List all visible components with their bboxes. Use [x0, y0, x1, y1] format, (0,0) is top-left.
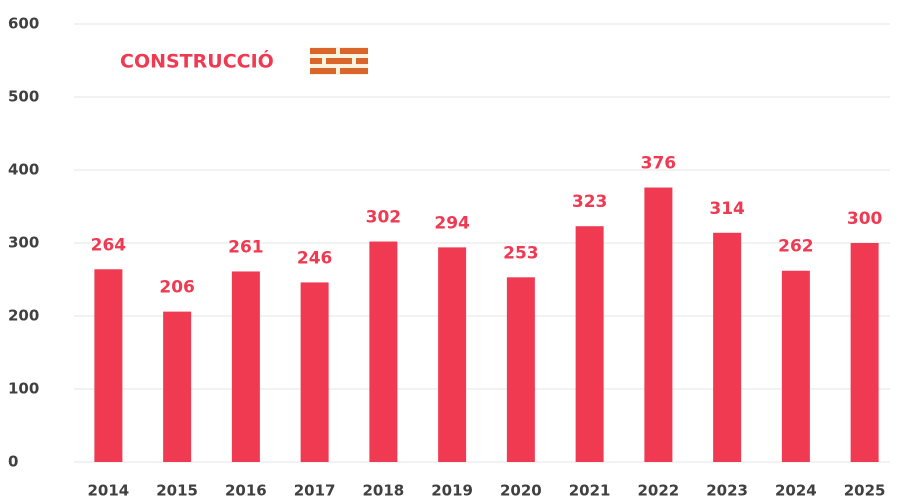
data-label: 302 — [366, 208, 402, 228]
data-label: 246 — [297, 248, 333, 268]
y-tick-label: 0 — [8, 453, 18, 471]
x-tick-label: 2025 — [844, 482, 886, 499]
y-tick-label: 500 — [8, 88, 39, 106]
brick-icon — [310, 47, 368, 75]
bar — [850, 243, 879, 462]
x-tick-label: 2019 — [431, 482, 473, 499]
bar — [575, 226, 604, 462]
x-tick-label: 2022 — [638, 482, 680, 499]
data-label: 294 — [434, 213, 470, 233]
x-tick-label: 2023 — [706, 482, 748, 499]
bar — [163, 311, 192, 462]
bar — [369, 241, 398, 462]
data-label: 262 — [778, 237, 814, 257]
data-label: 323 — [572, 192, 608, 212]
bar — [644, 187, 673, 462]
data-label: 376 — [641, 154, 677, 174]
bar — [781, 270, 810, 462]
x-tick-label: 2017 — [294, 482, 336, 499]
data-label: 300 — [847, 209, 883, 229]
data-label: 264 — [91, 235, 127, 255]
x-tick-label: 2021 — [569, 482, 611, 499]
chart-title: CONSTRUCCIÓ — [120, 49, 274, 73]
data-label: 261 — [228, 237, 264, 257]
x-tick-label: 2020 — [500, 482, 542, 499]
bar — [231, 271, 260, 462]
x-tick-label: 2015 — [156, 482, 198, 499]
data-label: 206 — [159, 278, 195, 298]
x-tick-label: 2018 — [363, 482, 405, 499]
y-tick-label: 100 — [8, 380, 39, 398]
bar — [300, 282, 329, 462]
bar — [438, 247, 467, 462]
y-tick-label: 300 — [8, 234, 39, 252]
y-tick-label: 600 — [8, 15, 39, 33]
bar — [506, 277, 535, 462]
bar — [94, 269, 123, 462]
y-tick-label: 400 — [8, 161, 39, 179]
x-tick-label: 2014 — [88, 482, 130, 499]
x-tick-label: 2016 — [225, 482, 267, 499]
data-label: 314 — [709, 199, 745, 219]
data-label: 253 — [503, 243, 539, 263]
y-tick-label: 200 — [8, 307, 39, 325]
bar — [713, 232, 742, 462]
x-tick-label: 2024 — [775, 482, 817, 499]
